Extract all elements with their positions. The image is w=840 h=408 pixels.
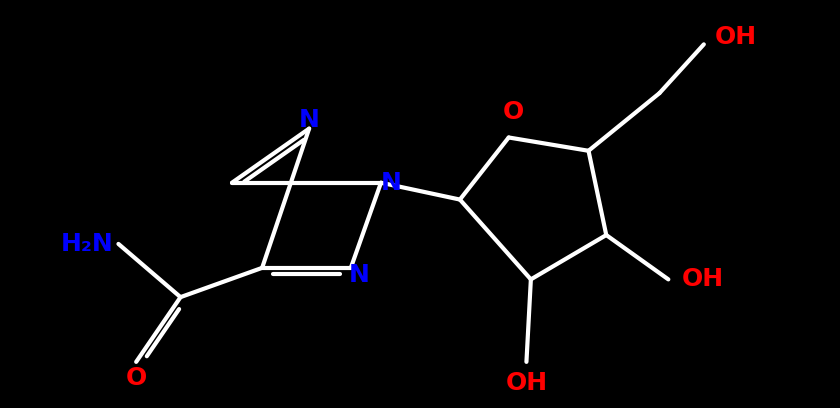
Text: OH: OH [715,25,757,49]
Text: OH: OH [681,267,724,291]
Text: H₂N: H₂N [61,232,114,256]
Text: OH: OH [506,371,548,395]
Text: O: O [125,366,147,390]
Text: N: N [299,108,319,132]
Text: N: N [381,171,402,195]
Text: N: N [349,263,370,287]
Text: O: O [502,100,524,124]
